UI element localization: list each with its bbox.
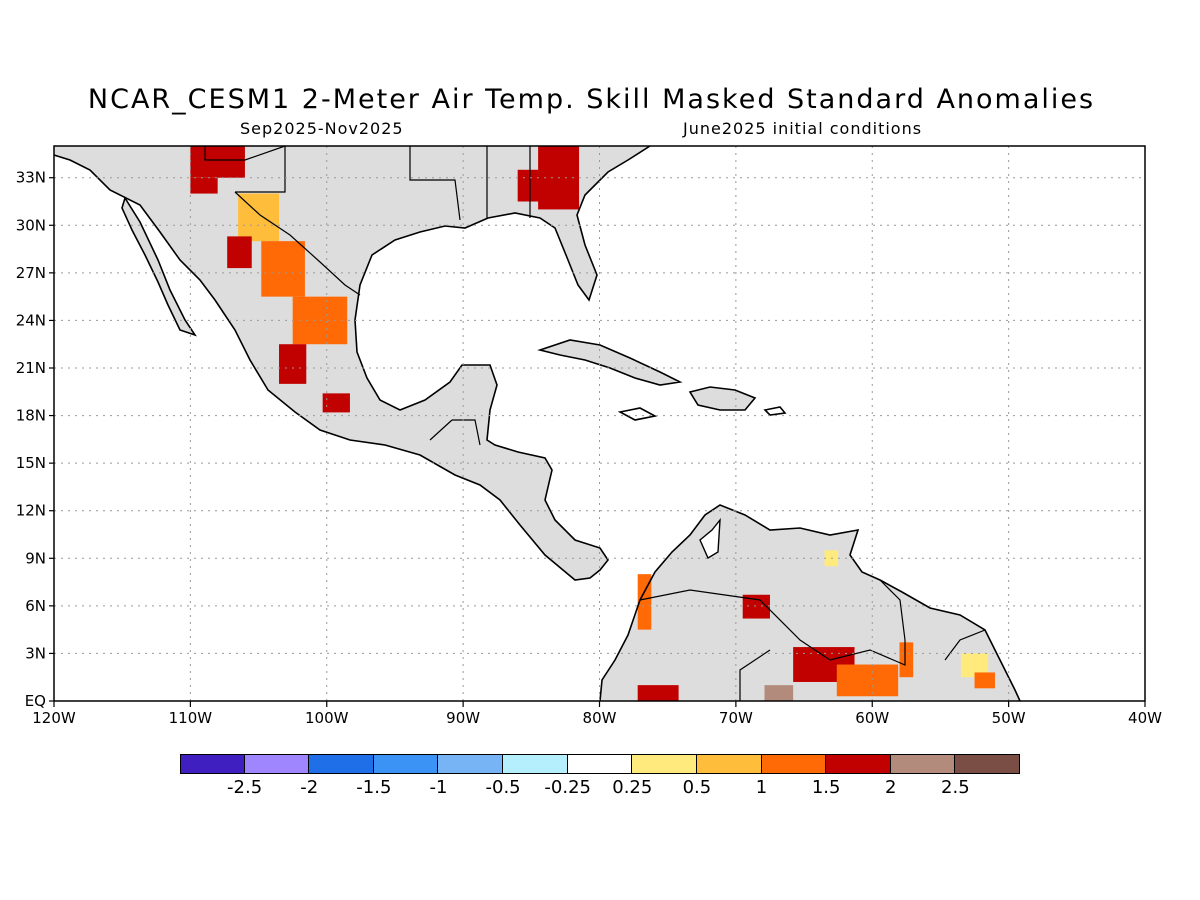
colorbar-label: -1 bbox=[429, 777, 448, 798]
colorbar-label: 0.5 bbox=[682, 777, 712, 798]
anomaly-cell bbox=[322, 393, 350, 413]
colorbar-swatch bbox=[632, 754, 697, 774]
anomaly-cell bbox=[279, 344, 307, 384]
colorbar-label: 1.5 bbox=[811, 777, 841, 798]
lat-tick-label: EQ bbox=[25, 692, 46, 710]
lat-tick-label: 30N bbox=[16, 216, 46, 234]
lat-tick-label: 12N bbox=[16, 502, 46, 520]
colorbar-label: -2 bbox=[300, 777, 319, 798]
land-hispaniola bbox=[690, 387, 755, 410]
colorbar-swatch bbox=[373, 754, 439, 774]
colorbar-label: 2 bbox=[885, 777, 897, 798]
land-baja bbox=[122, 198, 195, 335]
colorbar-label: -0.5 bbox=[485, 777, 521, 798]
lat-tick-label: 15N bbox=[16, 454, 46, 472]
anomaly-cell bbox=[960, 653, 989, 678]
colorbar-swatch bbox=[761, 754, 827, 774]
colorbar-label: 1 bbox=[755, 777, 768, 798]
lat-tick-label: 18N bbox=[16, 407, 46, 425]
anomaly-cell bbox=[292, 296, 348, 345]
colorbar-label: 0.25 bbox=[612, 777, 653, 798]
colorbar-label: -0.25 bbox=[544, 777, 591, 798]
initial-conditions: June2025 initial conditions bbox=[683, 119, 923, 138]
colorbar-swatch bbox=[567, 754, 633, 774]
lon-tick-label: 120W bbox=[32, 709, 76, 727]
anomaly-cell bbox=[190, 146, 245, 178]
land-mask bbox=[54, 146, 1020, 701]
land-north-america bbox=[54, 146, 650, 580]
colorbar-swatch bbox=[438, 754, 504, 774]
lon-tick-label: 40W bbox=[1128, 709, 1162, 727]
colorbar-label: 2.5 bbox=[941, 777, 970, 798]
lon-tick-label: 80W bbox=[583, 709, 617, 727]
anomaly-cell bbox=[637, 685, 679, 701]
colorbar-swatch bbox=[244, 754, 310, 774]
lat-tick-label: 24N bbox=[16, 311, 46, 329]
anomaly-cell bbox=[190, 177, 218, 194]
lon-tick-label: 110W bbox=[169, 709, 213, 727]
colorbar-swatch bbox=[696, 754, 762, 774]
anomaly-cell bbox=[742, 594, 770, 619]
lat-tick-label: 9N bbox=[25, 549, 46, 567]
anomaly-cell bbox=[261, 241, 305, 297]
land-cuba bbox=[540, 340, 680, 385]
lon-tick-label: 100W bbox=[305, 709, 349, 727]
anomaly-cell bbox=[974, 672, 995, 689]
colorbar-swatch bbox=[503, 754, 568, 774]
anomaly-cell bbox=[836, 664, 899, 697]
land-south-america bbox=[600, 505, 1020, 701]
axis-ticks: 120W 110W 100W 90W 80W 70W 60W 50W 40W EQ 3N 6N 9N 12… bbox=[16, 169, 1162, 727]
colorbar-swatch bbox=[180, 754, 245, 774]
colorbar-swatch bbox=[309, 754, 374, 774]
colorbar-swatch bbox=[826, 754, 891, 774]
chart-title: NCAR_CESM1 2-Meter Air Temp. Skill Maske… bbox=[87, 84, 1096, 115]
lat-tick-label: 33N bbox=[16, 169, 46, 187]
lon-tick-label: 60W bbox=[855, 709, 889, 727]
lon-tick-label: 70W bbox=[719, 709, 753, 727]
anomaly-cell bbox=[227, 236, 252, 269]
forecast-period: Sep2025-Nov2025 bbox=[240, 119, 404, 138]
lon-tick-label: 90W bbox=[446, 709, 480, 727]
colorbar-label: -2.5 bbox=[227, 777, 263, 798]
anomaly-cell bbox=[637, 574, 652, 630]
anomaly-cell bbox=[764, 685, 794, 701]
lat-tick-label: 21N bbox=[16, 359, 46, 377]
lat-lon-grid bbox=[54, 146, 1145, 701]
lat-tick-label: 6N bbox=[25, 597, 46, 615]
lat-tick-label: 27N bbox=[16, 264, 46, 282]
lon-tick-label: 50W bbox=[992, 709, 1026, 727]
coastlines bbox=[54, 146, 1021, 701]
colorbar-label: -1.5 bbox=[356, 777, 392, 798]
anomaly-cell bbox=[899, 642, 914, 678]
lat-tick-label: 3N bbox=[25, 644, 46, 662]
colorbar-swatch bbox=[890, 754, 956, 774]
colorbar-swatch bbox=[955, 754, 1020, 774]
